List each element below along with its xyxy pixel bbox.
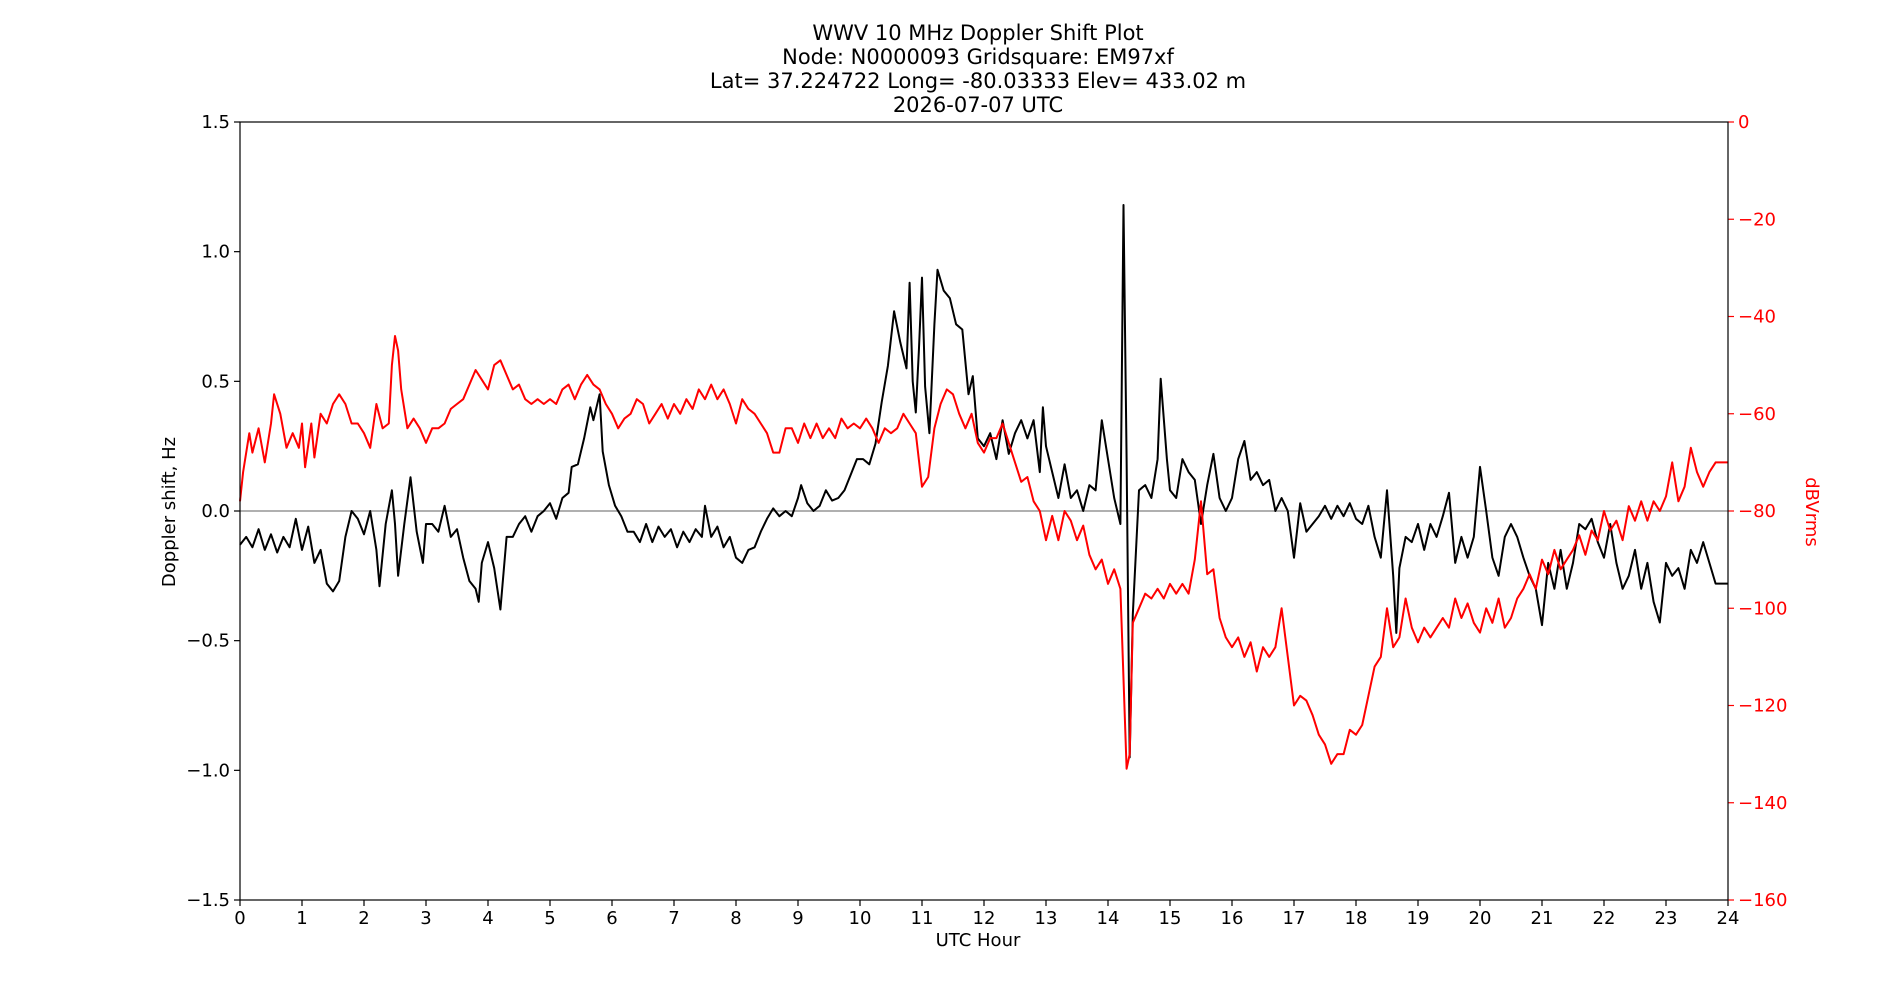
x-tick-label: 5 [544,908,555,929]
title-line-1: WWV 10 MHz Doppler Shift Plot [812,21,1143,45]
y-left-tick-label: 1.0 [201,242,230,263]
x-tick-label: 18 [1345,908,1368,929]
y-left-tick-label: 1.5 [201,112,230,133]
y-right-tick-label: −60 [1738,404,1776,425]
x-tick-label: 13 [1035,908,1058,929]
y-left-axis-ticks: 1.5 1.0 0.5 0.0 −0.5 −1.0 −1.5 [186,112,240,911]
x-tick-label: 11 [911,908,934,929]
plot-frame [239,121,1729,901]
x-tick-label: 23 [1655,908,1678,929]
x-tick-label: 4 [482,908,493,929]
x-tick-label: 20 [1469,908,1492,929]
y-left-tick-label: 0.5 [201,371,230,392]
x-tick-label: 3 [420,908,431,929]
title-line-4: 2026-07-07 UTC [893,93,1063,117]
x-tick-label: 6 [606,908,617,929]
y-left-tick-label: −1.5 [186,890,230,911]
x-tick-label: 15 [1159,908,1182,929]
x-tick-label: 21 [1531,908,1554,929]
x-tick-label: 9 [792,908,803,929]
y-right-tick-label: −120 [1738,696,1787,717]
title-line-3: Lat= 37.224722 Long= -80.03333 Elev= 433… [710,69,1246,93]
title-line-2: Node: N0000093 Gridsquare: EM97xf [782,45,1174,69]
x-axis-label: UTC Hour [936,930,1021,951]
x-tick-label: 22 [1593,908,1616,929]
x-tick-label: 24 [1717,908,1740,929]
y-right-tick-label: −140 [1738,793,1787,814]
x-tick-label: 7 [668,908,679,929]
x-tick-label: 14 [1097,908,1120,929]
x-tick-label: 16 [1221,908,1244,929]
y-right-tick-label: −40 [1738,307,1776,328]
x-tick-label: 19 [1407,908,1430,929]
y-right-tick-label: −100 [1738,598,1787,619]
x-tick-label: 0 [234,908,245,929]
y-right-axis-label: dBVrms [1801,477,1822,547]
y-right-tick-label: −80 [1738,501,1776,522]
x-tick-label: 17 [1283,908,1306,929]
y-right-tick-label: −160 [1738,890,1787,911]
x-tick-label: 1 [296,908,307,929]
chart-title: WWV 10 MHz Doppler Shift Plot Node: N000… [710,21,1246,117]
y-right-tick-label: −20 [1738,209,1776,230]
y-left-tick-label: 0.0 [201,501,230,522]
y-left-tick-label: −0.5 [186,631,230,652]
x-tick-label: 8 [730,908,741,929]
series-line-signal-level [239,335,1728,770]
y-right-axis-ticks: 0 −20 −40 −60 −80 −100 −120 −140 −160 [1728,112,1787,911]
series-line-doppler-shift [239,204,1728,759]
y-right-tick-label: 0 [1738,112,1749,133]
x-axis-ticks: 0 1 2 3 4 5 6 7 8 9 10 11 12 13 14 15 16 17 18 19 20 21 22 23 24 [234,900,1739,929]
x-tick-label: 12 [973,908,996,929]
x-tick-label: 10 [849,908,872,929]
y-left-axis-label: Doppler shift, Hz [159,437,180,587]
y-left-tick-label: −1.0 [186,760,230,781]
plot-area [239,204,1728,770]
x-tick-label: 2 [358,908,369,929]
